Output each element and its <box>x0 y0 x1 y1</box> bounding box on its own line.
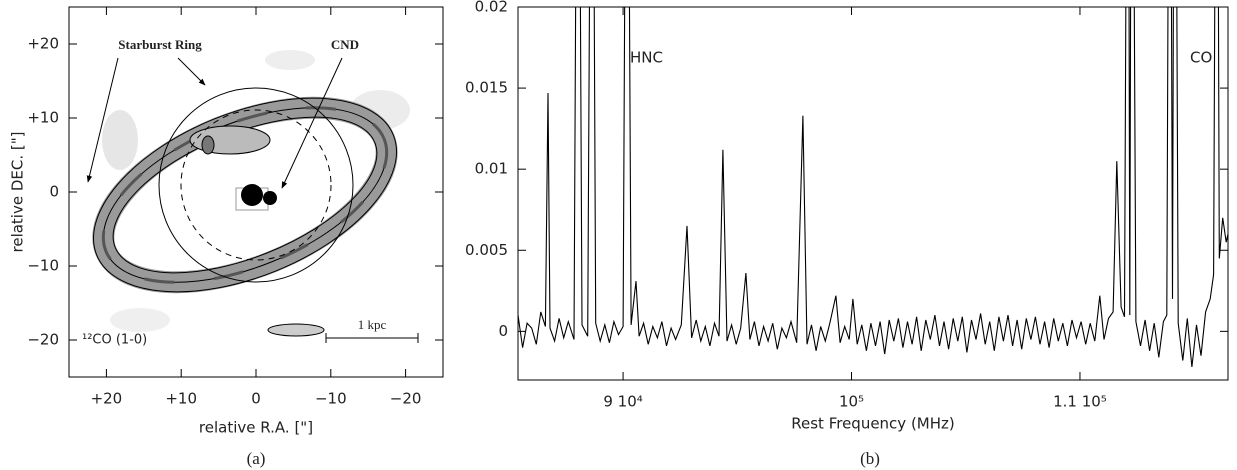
arrow <box>281 57 343 189</box>
x-tick-label: 1.1 10⁵ <box>1053 393 1107 411</box>
plot-area <box>518 7 1228 368</box>
plot-frame <box>517 6 1229 381</box>
y-tick-label: +10 <box>27 109 59 127</box>
y-tick-label: 0 <box>49 183 59 201</box>
x-tick-label: 9 10⁴ <box>603 393 642 411</box>
y-tick-label: 0 <box>498 322 508 340</box>
y-tick-label: −10 <box>27 257 59 275</box>
x-axis-label: relative R.A. ["] <box>199 419 313 437</box>
y-tick-label: 0.015 <box>465 79 508 97</box>
arrow <box>177 57 206 86</box>
x-tick-label: −20 <box>390 390 422 408</box>
x-tick-label: −10 <box>315 390 347 408</box>
y-tick-label: 0.01 <box>475 160 508 178</box>
annotation: CND <box>331 37 359 52</box>
annotation: ¹²CO (1-0) <box>82 333 147 348</box>
caption: (a) <box>247 449 266 468</box>
y-tick-label: 0.02 <box>475 0 508 16</box>
y-axis-label: relative DEC. ["] <box>9 132 27 253</box>
x-tick-label: 0 <box>251 390 261 408</box>
caption: (b) <box>860 449 880 468</box>
arrow <box>86 57 119 183</box>
x-tick-label: +10 <box>165 390 197 408</box>
map-image <box>92 50 419 343</box>
y-tick-label: −20 <box>27 331 59 349</box>
y-tick-label: 0.005 <box>465 241 508 259</box>
x-tick-label: 10⁵ <box>839 393 864 411</box>
x-tick-label: +20 <box>91 390 123 408</box>
annotation: HNC <box>630 49 663 67</box>
annotation: 1 kpc <box>358 317 387 332</box>
spectrum-line <box>518 7 1228 368</box>
y-tick-label: +20 <box>27 35 59 53</box>
x-axis-label: Rest Frequency (MHz) <box>791 415 955 433</box>
annotation: Starburst Ring <box>118 37 202 52</box>
annotation: CO <box>1190 49 1212 67</box>
